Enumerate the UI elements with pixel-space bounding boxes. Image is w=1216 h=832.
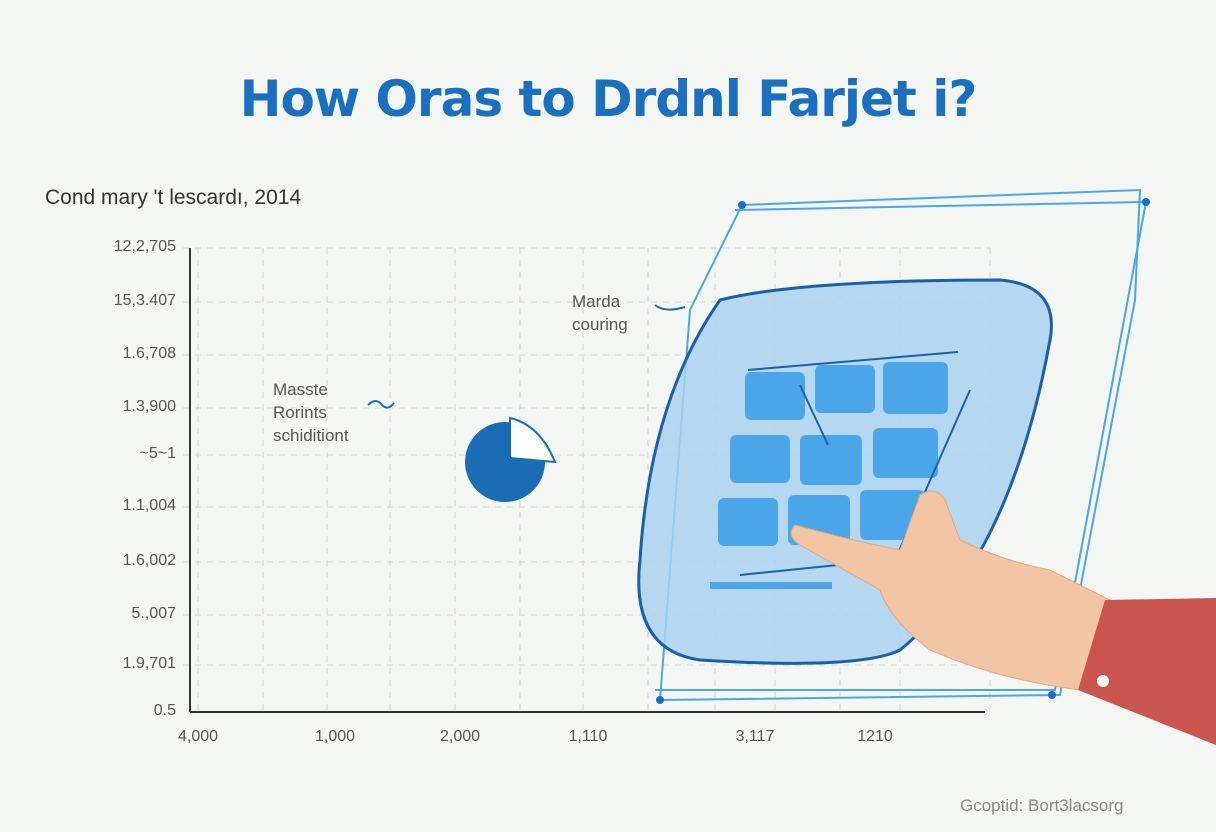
y-tick-label: 1.6,708 <box>122 345 176 362</box>
y-tick-label: 1.1,004 <box>122 497 176 514</box>
x-tick-label: 1210 <box>857 728 893 745</box>
squiggle-icon <box>654 304 686 311</box>
chart-title: Cond mary 't lescardı, 2014 <box>45 186 302 209</box>
y-tick-label: 5.,007 <box>131 605 176 622</box>
y-tick-label: 1.3,900 <box>122 398 176 415</box>
y-tick-label: ~5~1 <box>139 445 176 462</box>
annotation-left: Masste Rorints schiditiont <box>273 378 349 447</box>
annotation-line: schiditiont <box>273 426 349 445</box>
credit: Gcoptid: Bort3lacsorg <box>960 796 1124 815</box>
x-tick-label: 1,110 <box>568 728 608 745</box>
x-tick-label: 4,000 <box>177 728 219 745</box>
y-tick-label: 15,3.407 <box>113 292 176 309</box>
x-tick-label: 1,000 <box>314 728 356 745</box>
y-tick-label: 0.5 <box>153 702 176 719</box>
annotation-line: Masste <box>273 380 328 399</box>
annotation-line: Marda <box>572 292 621 311</box>
x-tick-label: 3,117 <box>735 728 775 745</box>
annotation-line: Rorints <box>273 403 327 422</box>
pie-mark <box>465 416 557 502</box>
y-tick-label: 1.9,701 <box>122 655 176 672</box>
y-tick-label: 1.6,002 <box>122 552 176 569</box>
tablet-frame <box>655 188 1148 702</box>
annotation-right: Marda couring <box>572 290 628 336</box>
annotation-line: couring <box>572 315 628 334</box>
squiggle-icon <box>367 400 395 409</box>
page-title: How Oras to Drdnl Farjet i? <box>239 70 978 128</box>
pointing-hand <box>790 490 1216 745</box>
y-tick-label: 12,2,705 <box>113 238 176 255</box>
x-tick-label: 2,000 <box>439 728 481 745</box>
app-tiles <box>718 362 948 546</box>
